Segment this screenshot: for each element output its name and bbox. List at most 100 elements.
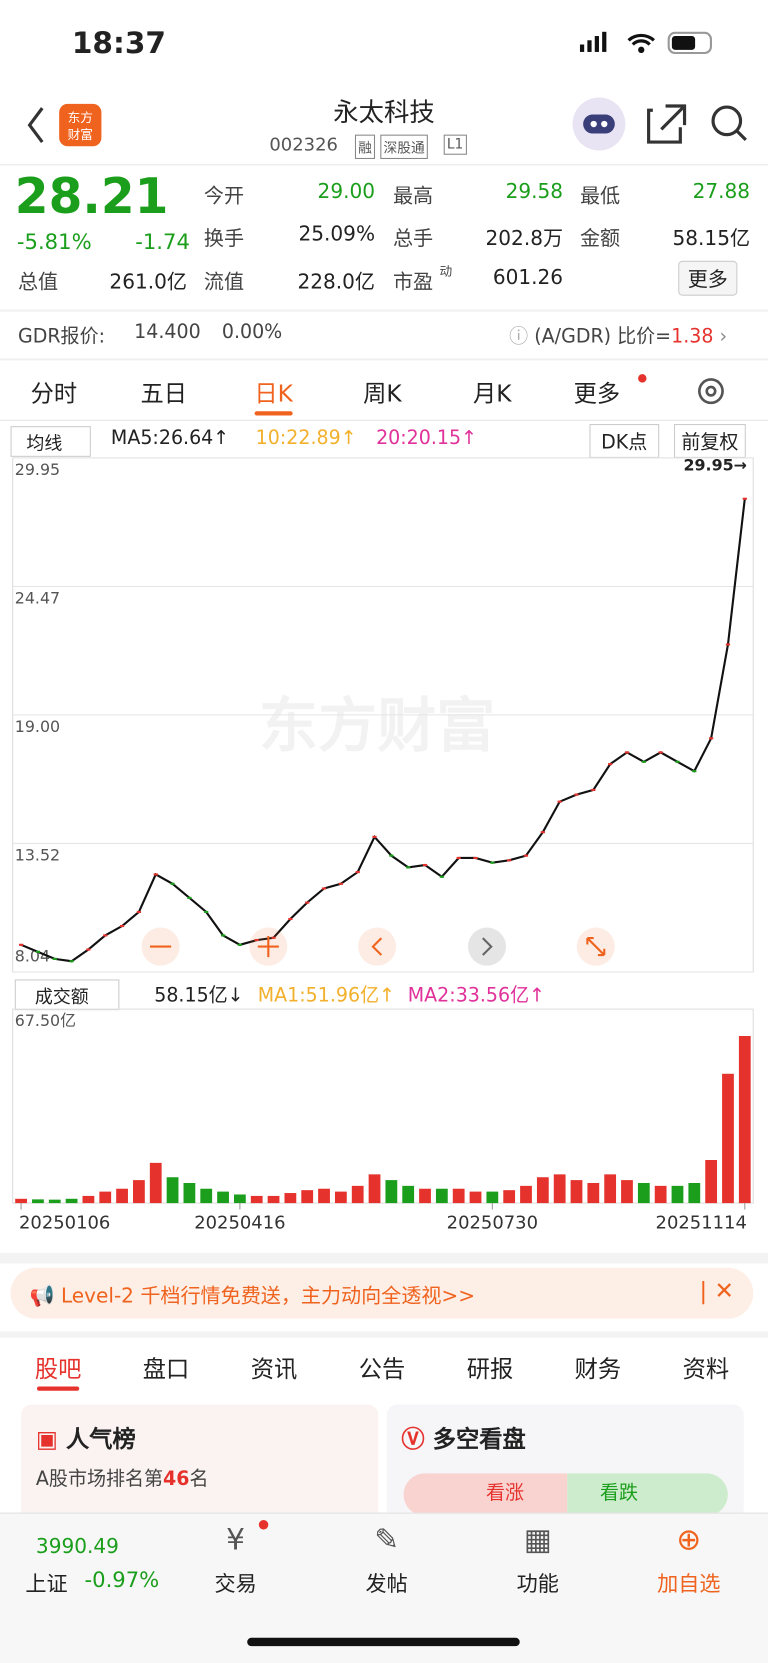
price-tick [136,910,142,914]
badge [638,374,647,383]
price-tick [187,896,192,899]
stat-label: 今开 [203,184,245,208]
sub-tab-underline [36,1386,80,1391]
popular-card[interactable] [21,1404,379,1522]
price-tick [86,948,91,951]
volume-bar [503,1190,516,1204]
help-icon: ⓘ [509,325,535,348]
ma10: 10:22.89↑ [255,427,357,450]
price-tick [52,957,57,960]
y-tick-label: 8.04 [15,946,50,965]
tab-underline [254,411,293,416]
tab[interactable]: 分时 [30,381,78,409]
chart-controls[interactable] [21,925,655,967]
price-tick [540,831,545,834]
banner[interactable] [10,1267,754,1319]
back-logo[interactable]: 东方财富 [21,102,106,149]
nav-icon[interactable]: ▦ [523,1522,552,1558]
volume-bar [705,1159,718,1204]
price-tick [35,950,41,953]
price: 28.21 [14,167,169,225]
price-tick [18,943,24,946]
max-annotation: 29.95→ [684,456,747,475]
stat-value: 29.00 [317,180,376,204]
volume-bar [82,1195,95,1204]
tab[interactable]: 更多 [573,381,621,409]
nav-item[interactable]: 发帖 [365,1570,408,1597]
volume-bar [402,1185,415,1204]
stat-value: 27.88 [692,180,751,204]
price-tick [557,800,562,803]
stock-name: 永太科技 [333,97,435,128]
price-tick [473,856,478,860]
gdr-pct: 0.00% [221,321,283,344]
nav-icon[interactable]: ¥ [226,1522,245,1558]
price-tick [69,960,74,963]
nav-item[interactable]: 功能 [516,1570,559,1597]
volume-bar [368,1174,381,1204]
volume-bar [15,1198,27,1204]
x-tick-label: 20251114 [656,1213,747,1234]
bullbear-title: Ⓥ 多空看盘 [401,1420,525,1454]
sub-tab[interactable]: 公告 [358,1356,406,1384]
stat-value: 58.15亿 [672,226,751,251]
volume-chart: 67.50亿 20250106 20250416 20250730 20251114 [12,1008,754,1234]
sub-tab[interactable]: 资讯 [250,1356,298,1384]
tag: 融 [354,134,376,159]
sub-tab[interactable]: 研报 [466,1356,514,1384]
price-tick [237,943,242,946]
more-button[interactable]: 更多 [678,260,738,296]
price-tick [422,863,428,867]
nav-item[interactable]: 加自选 [657,1570,721,1597]
volume-bar [452,1188,465,1204]
sub-tab[interactable]: 股吧 [34,1356,82,1384]
ma-selector[interactable]: 均线 [10,426,91,457]
stat-value: 202.8万 [485,226,564,251]
stat-label: 总值 [17,270,59,294]
volume-bar [284,1193,297,1204]
nav-icon[interactable]: ⊕ [676,1522,702,1558]
stock-code: 002326 [269,134,338,156]
price-tick [490,861,495,864]
price-tick [204,910,209,914]
nav-icon[interactable]: ✎ [374,1522,400,1558]
volume-bar [183,1182,196,1204]
volume-bar [133,1180,145,1204]
volume-bar [604,1174,617,1204]
index-name: 上证 [25,1570,68,1597]
price-tick [389,854,394,857]
settings-icon[interactable] [693,373,729,409]
price-tick [709,737,714,740]
price-tick [355,871,360,874]
sub-tab[interactable]: 财务 [574,1356,622,1384]
banner-close[interactable]: | ✕ [699,1278,735,1305]
clock: 18:37 [71,25,167,61]
gdr-price: 14.400 [134,321,201,344]
volume-bar [301,1190,314,1204]
tab[interactable]: 月K [473,381,512,409]
tab[interactable]: 五日 [140,381,187,409]
nav-item[interactable]: 交易 [214,1570,257,1597]
stat-value: 601.26 [492,266,564,290]
down-bar[interactable] [567,1473,728,1516]
x-tick-label: 20250106 [19,1213,110,1234]
price-tick [591,788,596,791]
svg-text:财富: 财富 [68,127,93,142]
volume-bar [722,1073,734,1204]
down-label: 看跌 [600,1481,639,1505]
price-tick [220,934,226,937]
price-chart: 29.95 24.47 19.00 13.52 8.04 29.95→ [12,456,754,973]
rank: A股市场排名第46名 [36,1464,209,1492]
ma20: 20:20.15↑ [376,427,478,450]
volume-bar [553,1174,566,1204]
tab[interactable]: 日K [254,381,293,409]
price-tick [507,859,512,862]
sub-tab[interactable]: 盘口 [142,1356,190,1384]
price-line [20,498,746,963]
header-icons[interactable] [570,95,760,152]
tab[interactable]: 周K [363,381,402,409]
sub-tab[interactable]: 资料 [682,1356,730,1384]
up-bar[interactable] [403,1473,568,1516]
change-pct: -5.81% [16,228,92,255]
banner-text[interactable]: 📢 Level-2 千档行情免费送，主力动向全透视>> [30,1280,475,1309]
